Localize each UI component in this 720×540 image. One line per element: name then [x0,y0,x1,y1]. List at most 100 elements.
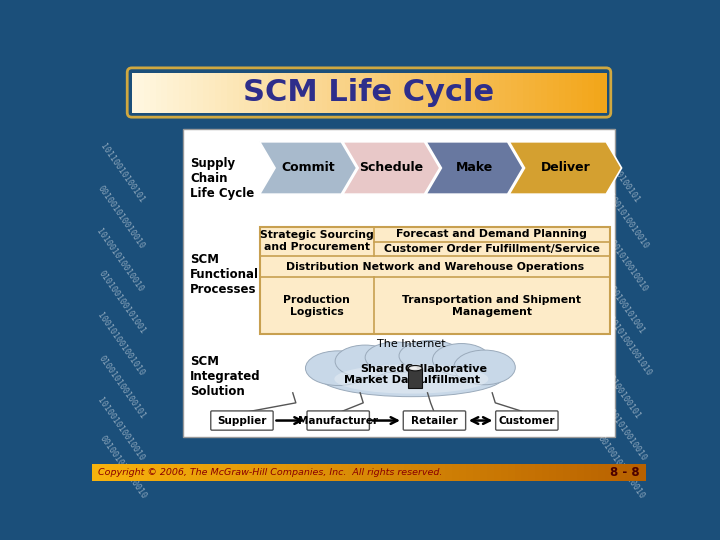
Bar [196,464,204,481]
Bar [346,72,351,112]
Bar [542,464,550,481]
Bar [320,464,328,481]
Bar [416,72,423,112]
Bar [203,72,210,112]
Bar [197,72,203,112]
Bar [357,72,364,112]
Bar [535,72,541,112]
Bar [535,464,543,481]
Bar [334,464,342,481]
Bar [351,72,358,112]
Bar [480,464,487,481]
Bar [570,464,577,481]
Text: 001001010010010: 001001010010010 [600,184,650,251]
Bar [410,72,417,112]
Bar [300,464,307,481]
Bar [245,72,251,112]
Bar [298,72,304,112]
Bar [138,72,144,112]
Text: Commit: Commit [282,161,335,174]
Text: Copyright © 2006, The McGraw-Hill Companies, Inc.  All rights reserved.: Copyright © 2006, The McGraw-Hill Compan… [98,468,442,477]
Text: Deliver: Deliver [541,161,590,174]
Bar [230,464,238,481]
Bar [511,72,518,112]
Text: 101001010010010: 101001010010010 [96,396,146,462]
Text: 001001010010010: 001001010010010 [96,184,146,251]
Ellipse shape [335,345,395,377]
Bar [307,464,315,481]
Bar [517,72,523,112]
Bar [521,464,529,481]
Bar [363,72,369,112]
Bar [556,464,564,481]
Text: Supplier: Supplier [217,416,266,426]
Ellipse shape [319,356,504,397]
Text: 101001010010010: 101001010010010 [94,226,145,293]
Bar [174,72,180,112]
Bar [418,464,426,481]
Bar [92,464,99,481]
Bar [505,72,512,112]
Text: 010100100101001: 010100100101001 [96,269,147,335]
Bar [397,464,405,481]
Text: 10110010100101: 10110010100101 [98,142,145,204]
Bar [156,72,162,112]
Bar [369,72,375,112]
Polygon shape [509,142,621,194]
Text: Customer: Customer [498,416,555,426]
Bar [274,72,281,112]
Bar [293,464,300,481]
Text: Retailer: Retailer [411,416,458,426]
Bar [529,72,536,112]
Ellipse shape [334,364,488,394]
Bar [445,464,453,481]
Bar [446,72,452,112]
Ellipse shape [305,351,371,386]
Text: 100101001001010: 100101001001010 [95,311,145,378]
Polygon shape [343,142,440,194]
Bar [428,72,435,112]
Bar [440,72,446,112]
Bar [438,464,446,481]
Bar [238,464,245,481]
Bar [99,464,107,481]
Bar [161,464,168,481]
Bar [618,464,626,481]
Bar [459,464,467,481]
Text: 010100100101001: 010100100101001 [596,269,647,335]
Bar [500,464,508,481]
Bar [500,72,505,112]
Bar [341,464,349,481]
Bar [598,464,606,481]
Text: Production
Logistics: Production Logistics [283,295,350,316]
Bar [314,464,321,481]
Bar [605,464,612,481]
Bar [594,72,600,112]
Polygon shape [426,142,523,194]
Bar [272,464,279,481]
Bar [144,72,150,112]
FancyBboxPatch shape [403,411,466,430]
Bar [112,464,120,481]
Bar [362,464,370,481]
Bar [161,72,168,112]
Bar [528,464,536,481]
Bar [322,72,328,112]
Bar [328,464,335,481]
Bar [404,464,411,481]
Bar [482,72,488,112]
Ellipse shape [408,366,422,371]
Bar [348,464,356,481]
Text: 001001010010010: 001001010010010 [595,434,646,501]
Bar [487,72,494,112]
Bar [493,72,500,112]
Bar [215,72,221,112]
Bar [189,464,197,481]
Bar [140,464,148,481]
Bar [304,72,310,112]
Bar [183,129,616,437]
Bar [473,464,481,481]
Bar [410,464,418,481]
Bar [452,72,459,112]
Bar [355,464,363,481]
